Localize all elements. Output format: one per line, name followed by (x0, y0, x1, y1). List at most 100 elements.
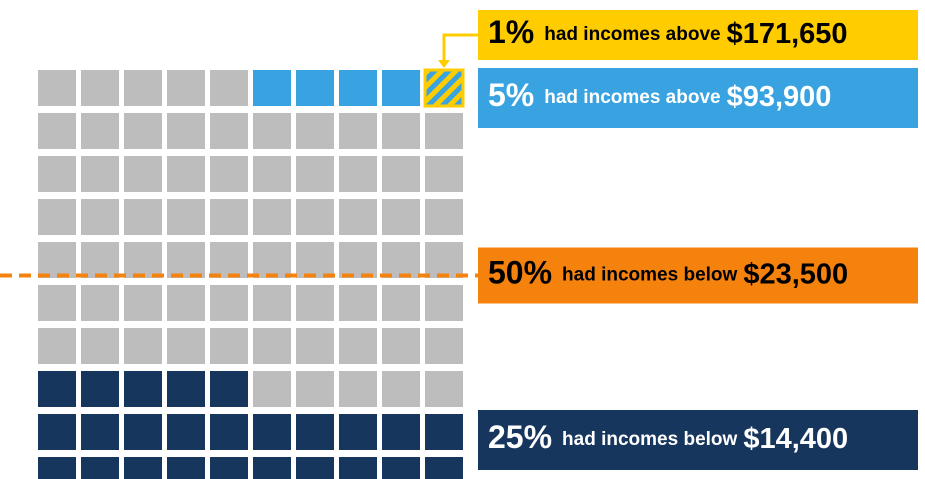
cell (382, 199, 420, 235)
callout-text: 50% had incomes below $23,500 (488, 255, 848, 291)
cell (382, 371, 420, 407)
cell (382, 156, 420, 192)
highlight-cell (425, 414, 463, 450)
highlight-cell (210, 371, 248, 407)
cell (425, 199, 463, 235)
callout-box (478, 68, 918, 128)
highlight-cell (38, 371, 76, 407)
highlight-cell (253, 70, 291, 106)
highlight-cell (253, 414, 291, 450)
cell (339, 199, 377, 235)
cell (81, 113, 119, 149)
highlight-cell (81, 371, 119, 407)
cell (210, 70, 248, 106)
highlight-cell (210, 457, 248, 479)
cell (81, 156, 119, 192)
cell (124, 113, 162, 149)
cell (124, 70, 162, 106)
cell (38, 70, 76, 106)
highlight-cell (382, 457, 420, 479)
highlight-cell (38, 457, 76, 479)
highlight-cell (81, 457, 119, 479)
cell (253, 113, 291, 149)
cell (296, 285, 334, 321)
cell (339, 285, 377, 321)
cell (425, 285, 463, 321)
highlight-cell (382, 70, 420, 106)
cell (425, 113, 463, 149)
cell (81, 242, 119, 278)
highlight-cell (210, 414, 248, 450)
cell (81, 285, 119, 321)
cell (339, 156, 377, 192)
highlight-cell (38, 414, 76, 450)
highlight-cell (339, 457, 377, 479)
cell (81, 70, 119, 106)
cell (382, 328, 420, 364)
cell (124, 285, 162, 321)
highlight-cell (124, 371, 162, 407)
amount-label: $14,400 (743, 423, 848, 455)
percent-label: 25% (488, 419, 552, 455)
callout-text: 5% had incomes above $93,900 (488, 77, 831, 113)
cell (382, 242, 420, 278)
highlight-cell (253, 457, 291, 479)
cell (124, 156, 162, 192)
cell (38, 113, 76, 149)
cell (382, 285, 420, 321)
highlight-cell (124, 457, 162, 479)
cell (425, 242, 463, 278)
cell (253, 199, 291, 235)
percent-label: 50% (488, 255, 552, 291)
cell (210, 113, 248, 149)
highlight-cell (167, 414, 205, 450)
cell (38, 199, 76, 235)
highlight-cell (296, 70, 334, 106)
cell (296, 371, 334, 407)
cell (167, 242, 205, 278)
highlight-cell (425, 457, 463, 479)
cell (296, 242, 334, 278)
cell (167, 156, 205, 192)
cell (124, 328, 162, 364)
cell (296, 113, 334, 149)
percent-label: 1% (488, 14, 534, 50)
callout-phrase: had incomes above (544, 87, 720, 108)
cell (425, 156, 463, 192)
connector (442, 33, 478, 62)
cell (253, 371, 291, 407)
highlight-cell (382, 414, 420, 450)
highlight-cell (339, 70, 377, 106)
cell (124, 242, 162, 278)
cell (38, 285, 76, 321)
callout-phrase: had incomes above (544, 24, 720, 45)
cell (38, 156, 76, 192)
cell (167, 285, 205, 321)
cell (296, 199, 334, 235)
callout-text: 25% had incomes below $14,400 (488, 419, 848, 455)
cell (210, 285, 248, 321)
highlight-cell (167, 371, 205, 407)
highlight-cell (167, 457, 205, 479)
amount-label: $171,650 (727, 18, 848, 50)
highlight-cell (296, 457, 334, 479)
callout-box (478, 247, 918, 304)
cell (210, 328, 248, 364)
cell (167, 328, 205, 364)
cell (210, 199, 248, 235)
cell (382, 113, 420, 149)
cell (38, 242, 76, 278)
cell (167, 70, 205, 106)
percent-label: 5% (488, 77, 534, 113)
highlight-cell (81, 414, 119, 450)
cell (296, 156, 334, 192)
cell (81, 199, 119, 235)
amount-label: $23,500 (743, 258, 848, 290)
highlight-cell (339, 414, 377, 450)
cell (339, 242, 377, 278)
cell (210, 156, 248, 192)
cell (253, 156, 291, 192)
cell (339, 113, 377, 149)
cell (339, 371, 377, 407)
